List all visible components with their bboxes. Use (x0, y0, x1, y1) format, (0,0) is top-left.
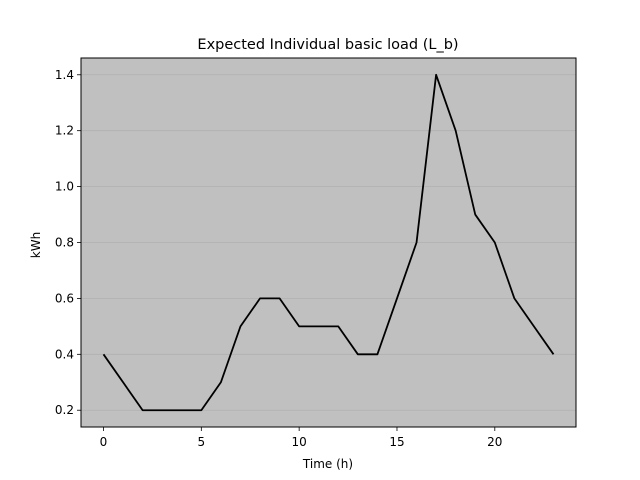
y-tick-label: 1.0 (55, 180, 74, 194)
y-tick-label: 0.2 (55, 403, 74, 417)
x-tick-label: 15 (389, 435, 404, 449)
x-tick-label: 0 (100, 435, 108, 449)
chart-title: Expected Individual basic load (L_b) (197, 37, 458, 53)
x-tick-label: 10 (292, 435, 307, 449)
x-axis-label: Time (h) (302, 457, 353, 471)
y-tick-label: 0.6 (55, 291, 74, 305)
y-tick-label: 1.4 (55, 68, 74, 82)
y-tick-label: 0.8 (55, 236, 74, 250)
y-axis: 0.2 0.4 0.6 0.8 1.0 1.2 1.4 (55, 68, 81, 417)
y-axis-label: kWh (29, 232, 43, 258)
y-tick-label: 0.4 (55, 347, 74, 361)
x-tick-label: 20 (487, 435, 502, 449)
series-layer (102, 73, 555, 412)
x-tick-label: 5 (198, 435, 206, 449)
series-line (102, 73, 555, 412)
y-tick-label: 1.2 (55, 124, 74, 138)
x-axis: 0 5 10 15 20 (100, 427, 502, 449)
